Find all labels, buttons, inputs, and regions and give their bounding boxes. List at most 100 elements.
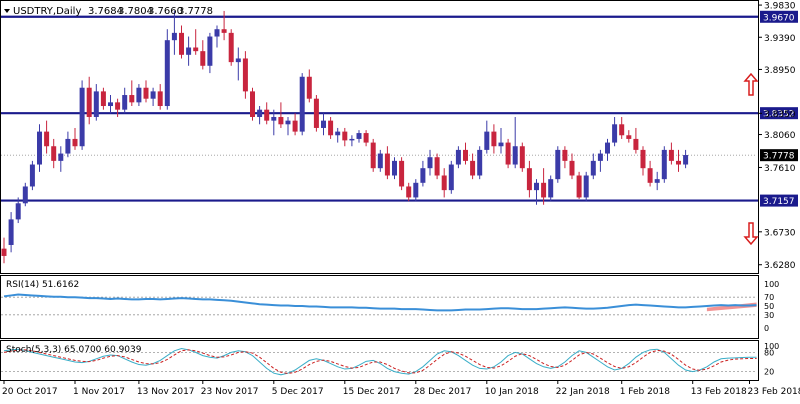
price-tick-label: 3.8060 [764,131,796,141]
date-tick-label: 23 Nov 2017 [201,387,259,397]
candle-bull [30,165,35,187]
candle-bull [612,124,617,142]
candle-bull [321,121,326,128]
candle-bear [676,161,681,165]
candle-bull [392,161,397,176]
signal-arrows [745,74,757,244]
candle-bull [122,95,127,110]
date-tick-label: 1 Feb 2018 [620,387,671,397]
candle-bear [342,132,347,141]
candle-bull [534,183,539,190]
candle-bear [435,157,440,175]
candle-bull [591,161,596,176]
chart-symbol: USDTRY,Daily [13,6,81,17]
candle-bull [236,58,241,62]
candle-bear [442,175,447,190]
price-tick-label: 3.8950 [764,66,796,76]
candle-bull [37,132,42,165]
rsi-line [4,295,757,311]
candle-bull [80,88,85,147]
dropdown-triangle-icon[interactable] [4,9,10,13]
candle-bear [364,133,369,143]
candle-bull [477,150,482,176]
candle-bear [633,139,638,150]
price-tick-label: 3.9390 [764,34,796,44]
main-panel-frame [1,1,759,274]
candle-bull [683,155,688,165]
candle-bull [357,133,362,139]
candle-bear [385,154,390,176]
candle-bear [626,135,631,139]
candle-bull [186,47,191,54]
candle-bull [605,143,610,154]
date-tick-label: 13 Nov 2017 [137,387,195,397]
price-tick-label: 3.9830 [764,2,796,12]
candle-bear [506,143,511,165]
candle-bear [527,168,532,190]
candle-bear [115,102,120,109]
candle-bear [371,143,376,169]
candle-bull [413,183,418,198]
candle-bull [499,143,504,147]
candle-bull [136,88,141,103]
candle-bull [151,91,156,98]
date-tick-label: 23 Feb 2018 [748,387,800,397]
candle-bear [328,121,333,136]
candle-bear [129,95,134,102]
stoch-tick-label: 80 [764,348,774,357]
candle-bear [73,139,78,146]
price-tick-label: 3.8350 [764,110,796,120]
candle-bull [271,117,276,121]
rsi-panel-frame [1,276,759,339]
candle-bear [222,29,227,33]
candle-bull [215,29,220,36]
candle-bull [449,165,454,191]
candle-bear [250,91,255,117]
candle-bear [158,91,163,106]
candle-bull [428,157,433,168]
candle-bear [2,249,7,256]
candle-bear [463,150,468,161]
candle-bull [257,110,262,117]
candle-bear [51,146,56,161]
candle-bear [562,150,567,161]
date-tick-label: 5 Dec 2017 [272,387,324,397]
candle-bull [165,40,170,106]
date-tick-label: 1 Nov 2017 [73,387,125,397]
candle-bear [307,77,312,99]
candle-bull [335,132,340,136]
candle-bear [520,146,525,168]
date-tick-label: 22 Jan 2018 [556,387,610,397]
level-label: 3.7157 [763,197,795,207]
date-tick-label: 13 Feb 2018 [691,387,747,397]
candle-bull [300,77,305,132]
current-price-label: 3.7778 [763,152,795,162]
candle-bull [349,139,354,140]
rsi-tick-label: 0 [764,324,769,333]
rsi-tick-label: 70 [764,293,774,302]
candle-bear [406,186,411,197]
candle-bull [513,146,518,164]
date-tick-label: 15 Dec 2017 [343,387,401,397]
candles [2,11,689,263]
stoch-tick-label: 20 [764,368,774,377]
candle-bull [378,154,383,169]
candle-bear [229,33,234,62]
candle-bear [641,150,646,168]
candle-bear [577,175,582,197]
candle-bear [44,132,49,147]
price-tick-label: 3.6280 [764,261,796,271]
candle-bull [207,37,212,66]
candle-bear [293,121,298,132]
date-tick-label: 28 Dec 2017 [414,387,472,397]
candle-bear [470,161,475,176]
rsi-highlight-zone [707,302,757,311]
candle-bull [548,179,553,197]
candle-bull [172,33,177,40]
level-label: 3.9670 [763,13,795,23]
candle-bear [179,33,184,55]
